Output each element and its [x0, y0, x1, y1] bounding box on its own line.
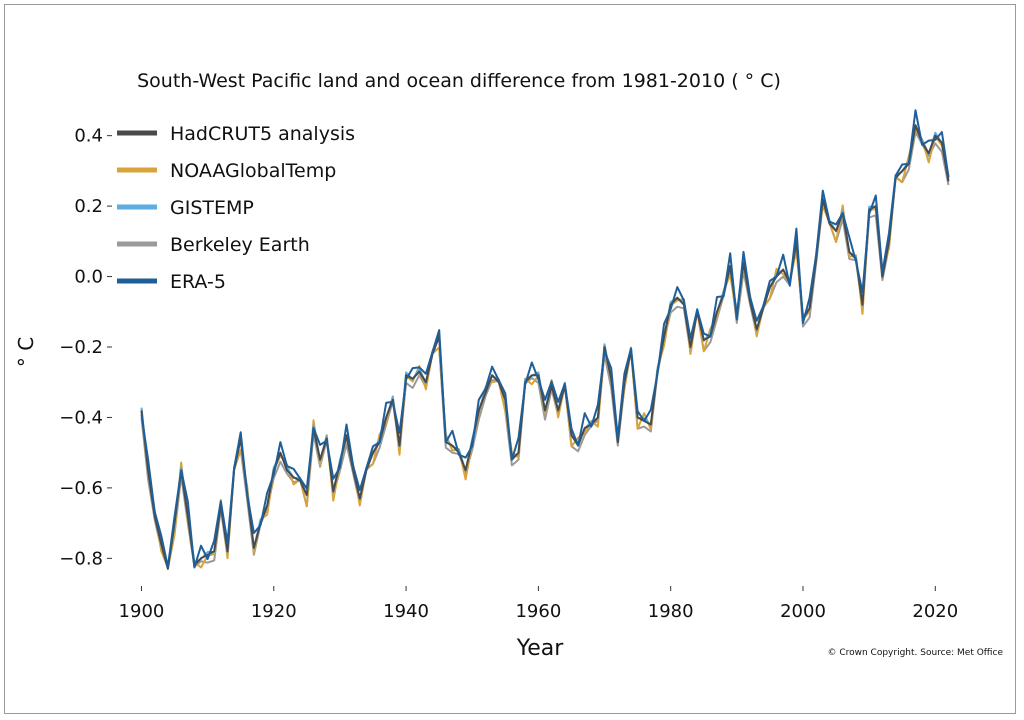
x-tick-label: 2000	[780, 601, 826, 622]
chart-title: South-West Pacific land and ocean differ…	[137, 70, 781, 92]
legend-label: GISTEMP	[170, 197, 254, 219]
x-tick-label: 1940	[383, 601, 429, 622]
x-tick-label: 1960	[515, 601, 561, 622]
copyright-credit: © Crown Copyright. Source: Met Office	[827, 648, 1003, 658]
y-tick-label: 0.2	[74, 196, 103, 217]
x-tick-label: 1920	[251, 601, 297, 622]
y-tick-label: −0.8	[59, 548, 103, 569]
x-tick-label: 2020	[912, 601, 958, 622]
legend-label: HadCRUT5 analysis	[170, 123, 355, 145]
series-lines	[140, 109, 950, 570]
y-tick-label: −0.6	[59, 478, 103, 499]
y-axis-label: ° C	[14, 337, 38, 367]
chart-frame: South-West Pacific land and ocean differ…	[4, 4, 1016, 714]
y-tick-label: −0.4	[59, 407, 103, 428]
y-tick-label: 0.4	[74, 126, 103, 147]
x-axis-label: Year	[516, 636, 565, 661]
series-line-berkeley-earth	[140, 131, 950, 570]
legend-label: Berkeley Earth	[170, 234, 310, 256]
series-line-gistemp	[140, 124, 950, 568]
legend-label: NOAAGlobalTemp	[170, 160, 336, 182]
y-tick-label: 0.0	[74, 267, 103, 288]
y-tick-label: −0.2	[59, 337, 103, 358]
y-axis: 0.4 0.2 0.0 −0.2 −0.4 −0.6 −0.8	[59, 126, 112, 569]
legend-label: ERA-5	[170, 271, 226, 293]
legend: HadCRUT5 analysis NOAAGlobalTemp GISTEMP Be…	[117, 123, 355, 293]
x-axis: 1900 1920 1940 1960 1980 2000 2020	[119, 586, 958, 622]
series-line-hadcrut5-analysis	[140, 124, 950, 570]
series-line-era-5	[140, 109, 950, 569]
series-line-noaaglobaltemp	[140, 129, 950, 569]
x-tick-label: 1980	[648, 601, 694, 622]
line-chart: South-West Pacific land and ocean differ…	[14, 70, 1003, 661]
x-tick-label: 1900	[119, 601, 165, 622]
